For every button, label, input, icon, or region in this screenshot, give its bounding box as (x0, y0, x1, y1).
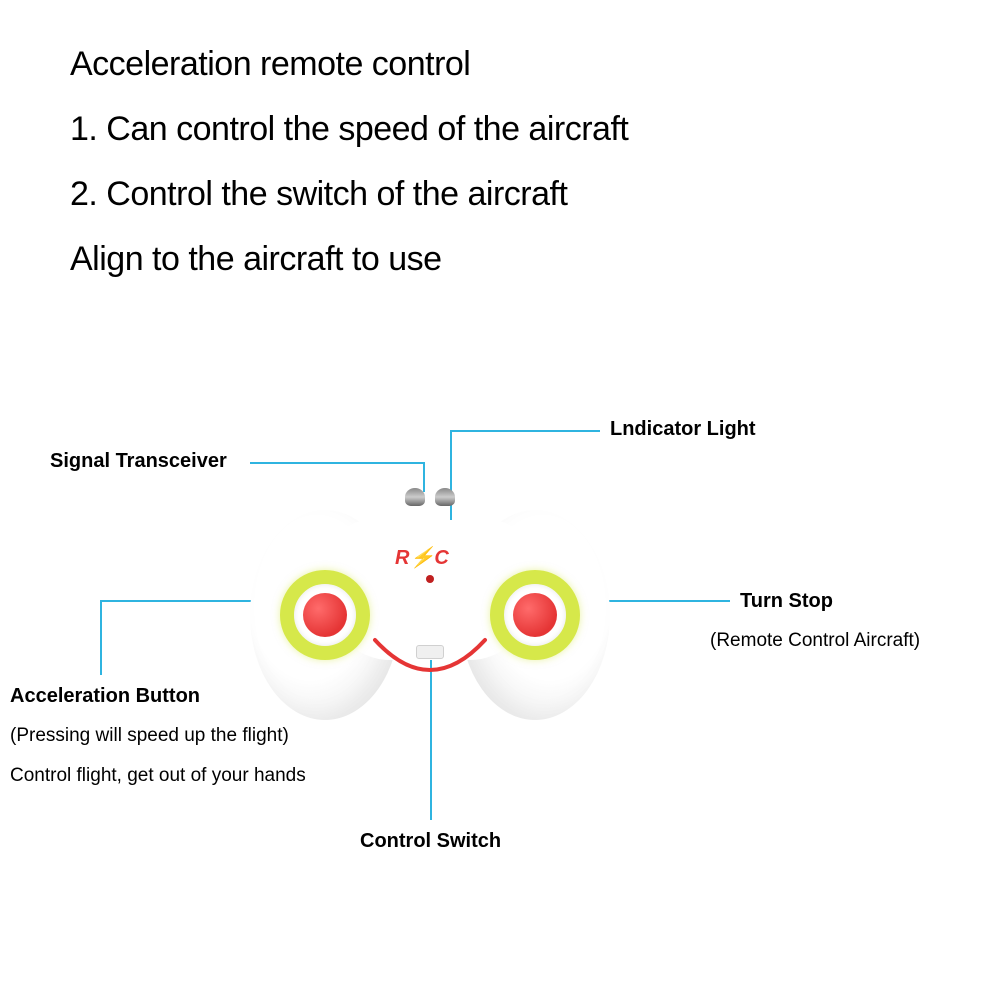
label-turn-stop-sub: (Remote Control Aircraft) (710, 630, 920, 652)
label-turn-stop: Turn Stop (740, 590, 833, 613)
label-acceleration-sub1: (Pressing will speed up the flight) (10, 725, 289, 747)
smile-curve (370, 630, 490, 700)
header-line-2: 2. Control the switch of the aircraft (70, 175, 567, 214)
label-acceleration-button: Acceleration Button (10, 685, 200, 708)
leader-signal-h (250, 462, 425, 464)
left-stick (280, 570, 370, 660)
leader-accel-v (100, 600, 102, 675)
label-control-switch: Control Switch (360, 830, 501, 853)
label-indicator-light: Lndicator Light (610, 418, 756, 441)
label-acceleration-sub2: Control flight, get out of your hands (10, 765, 306, 787)
header-line-1: 1. Can control the speed of the aircraft (70, 110, 628, 149)
header-line-3: Align to the aircraft to use (70, 240, 442, 279)
controller-illustration: R⚡C (250, 480, 610, 740)
indicator-light-icon (426, 575, 434, 583)
leader-indicator-h (450, 430, 600, 432)
controller-logo: R⚡C (395, 545, 449, 570)
label-signal-transceiver: Signal Transceiver (50, 450, 227, 473)
header-title: Acceleration remote control (70, 45, 470, 84)
controller-body: R⚡C (250, 500, 610, 720)
right-stick (490, 570, 580, 660)
diagram-area: Signal Transceiver Lndicator Light Turn … (0, 400, 1000, 1000)
